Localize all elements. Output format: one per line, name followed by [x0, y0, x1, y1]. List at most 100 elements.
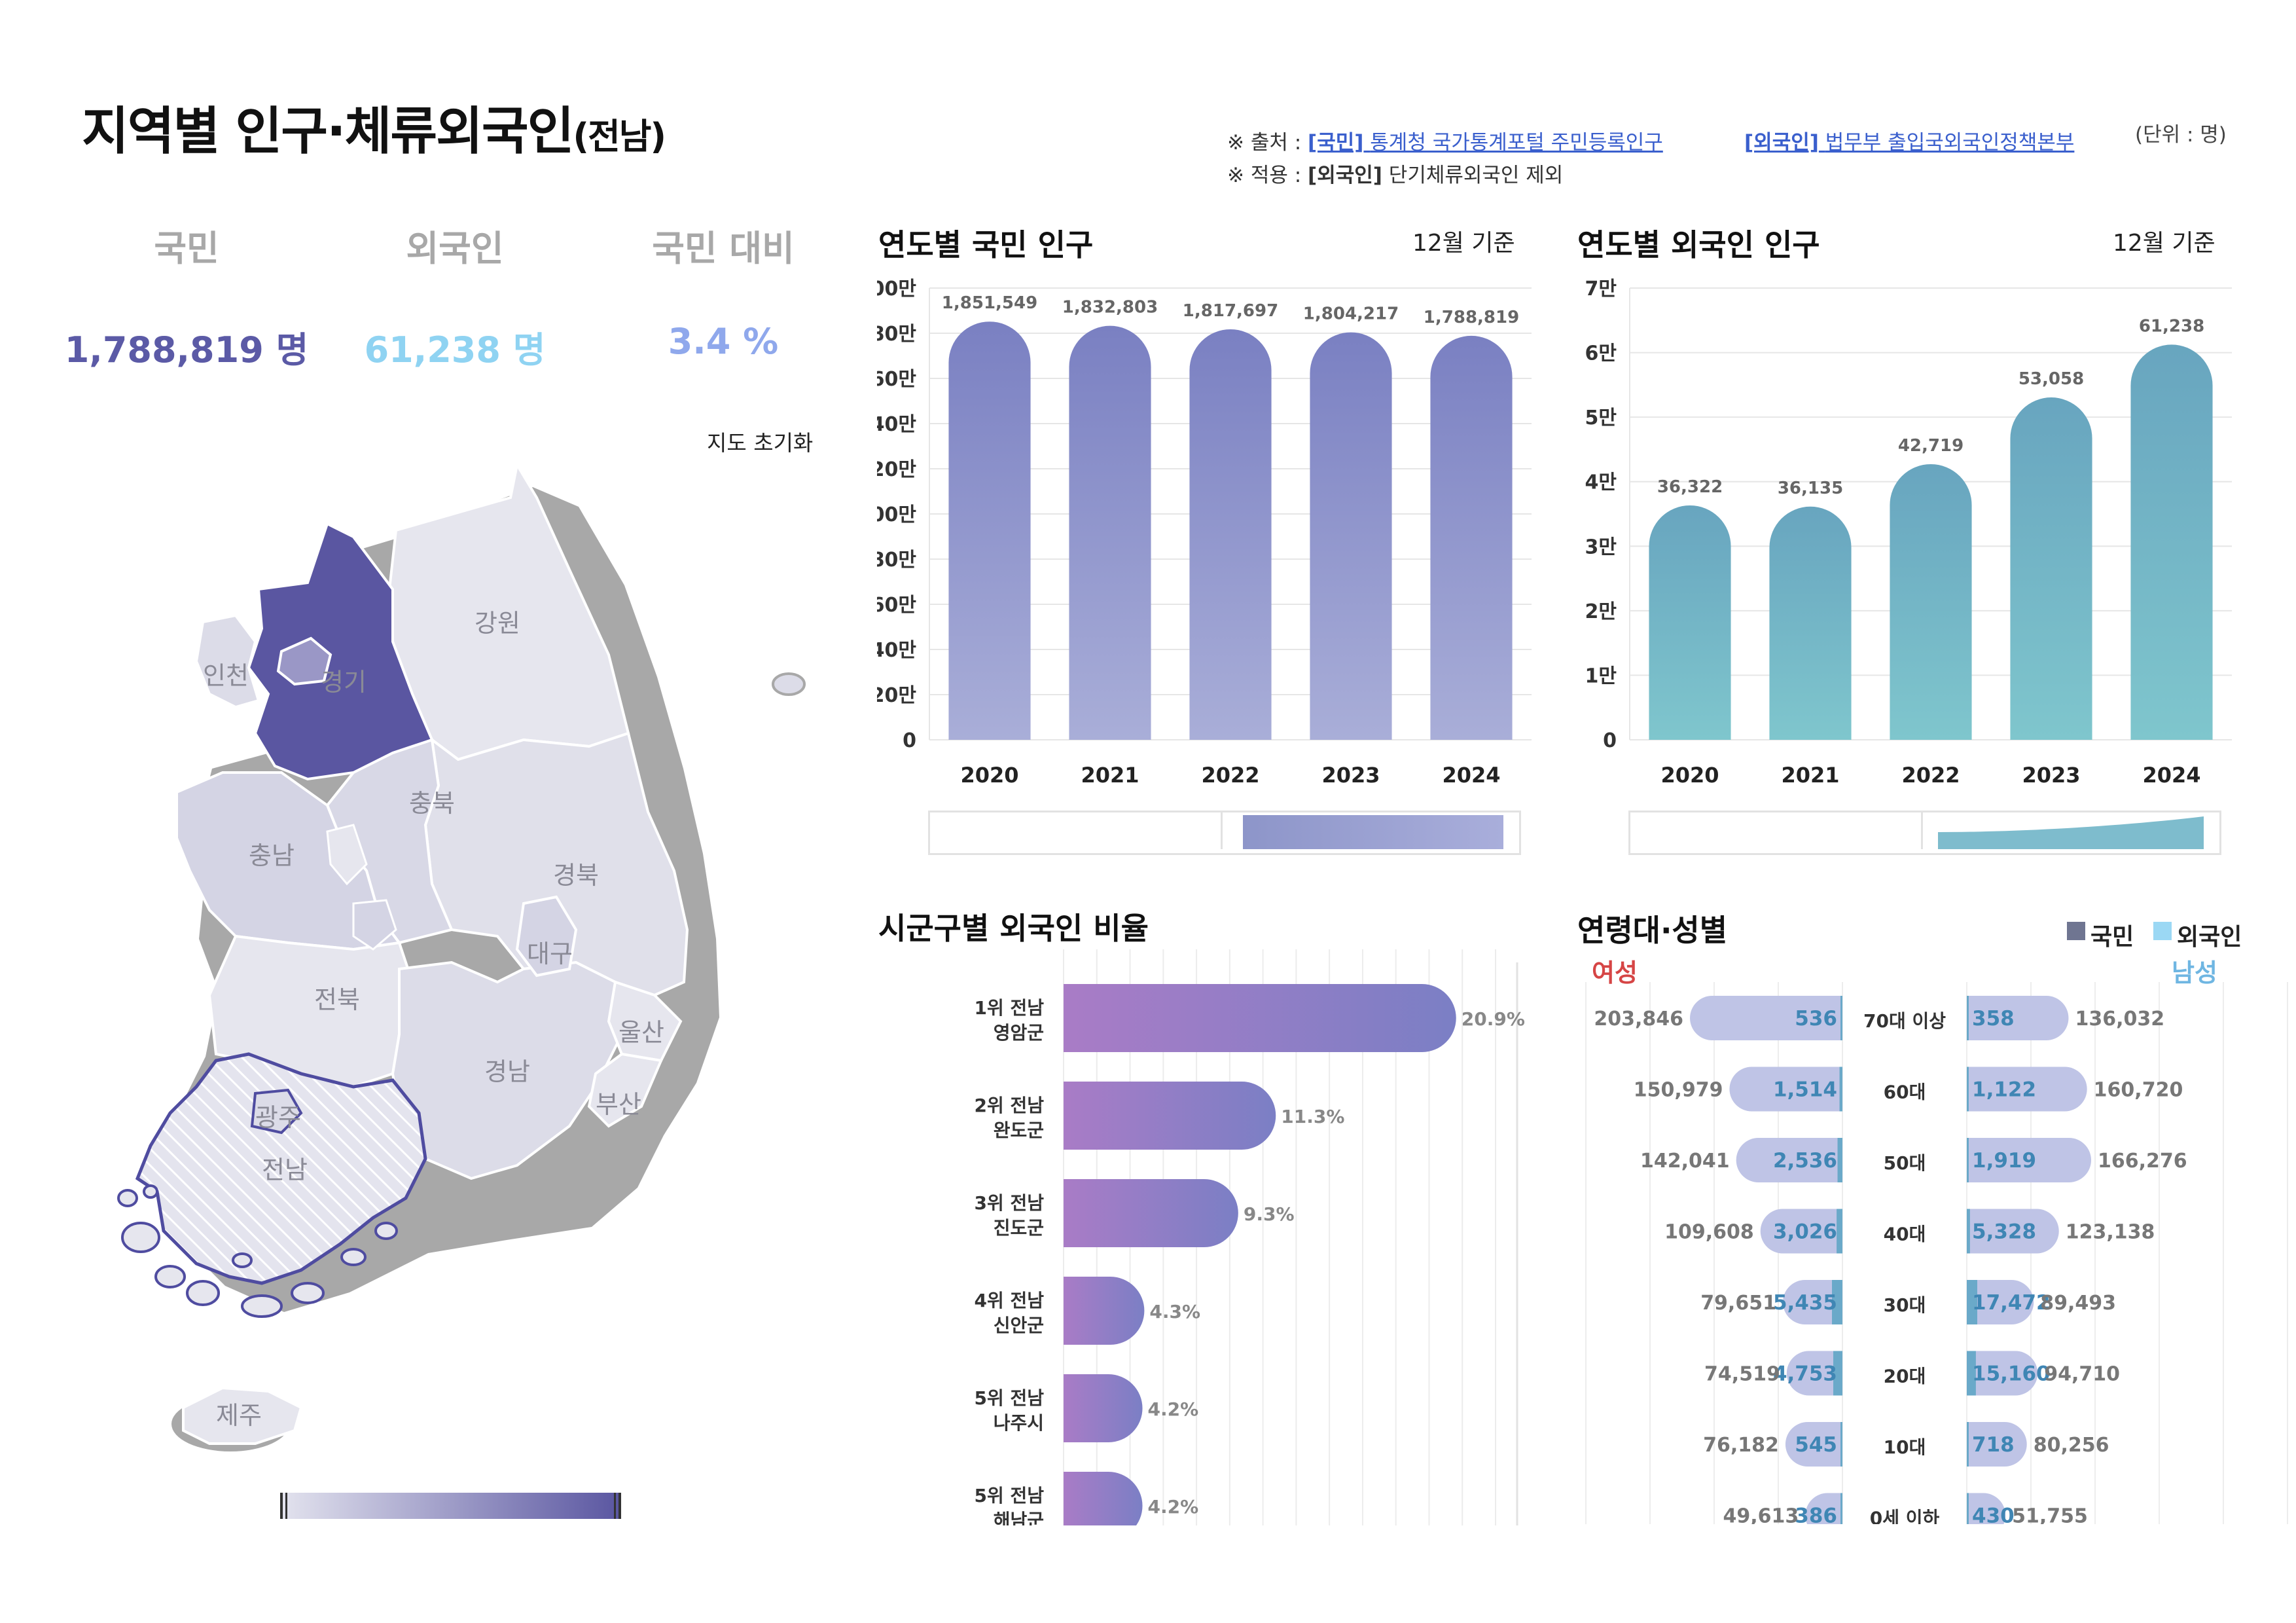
age-male-national-label: 94,710	[2044, 1363, 2120, 1386]
legend-national-swatch	[2067, 922, 2085, 940]
age-male-foreign-bar[interactable]	[1967, 1067, 1969, 1112]
age-female-national-bar[interactable]	[1690, 996, 1842, 1040]
national-chart-range-handle[interactable]	[1243, 815, 1503, 849]
ratio-region-label: 나주시	[994, 1412, 1044, 1434]
age-category-label: 60대	[1884, 1082, 1926, 1103]
label-gyeongbuk: 경북	[553, 861, 599, 890]
age-female-national-bar[interactable]	[1785, 1422, 1842, 1467]
map-reset-button[interactable]: 지도 초기화	[707, 430, 814, 456]
age-male-national-bar[interactable]	[1967, 1138, 2092, 1182]
national-bar[interactable]	[1310, 332, 1392, 740]
kpi-national-value: 1,788,819 명	[64, 329, 309, 371]
region-seoul[interactable]	[276, 636, 332, 686]
region-busan[interactable]	[587, 1052, 663, 1128]
age-female-foreign-label: 536	[1795, 1007, 1837, 1030]
region-gwangju[interactable]	[250, 1088, 303, 1135]
foreign-y-tick: 2만	[1585, 600, 1617, 623]
national-x-tick: 2022	[1201, 763, 1259, 788]
ratio-rank-label: 5위 전남	[974, 1485, 1044, 1506]
age-female-national-bar[interactable]	[1786, 1351, 1842, 1396]
national-bar[interactable]	[1430, 335, 1513, 740]
foreign-bar[interactable]	[1769, 506, 1852, 740]
foreign-chart-range-scroll[interactable]	[1628, 811, 2221, 855]
foreign-chart-range-handle[interactable]	[1630, 812, 2219, 849]
age-male-national-bar[interactable]	[1967, 1493, 2006, 1526]
age-male-national-label: 89,493	[2040, 1292, 2116, 1315]
age-female-foreign-bar[interactable]	[1840, 996, 1842, 1040]
age-male-foreign-bar[interactable]	[1967, 1138, 1969, 1182]
ratio-bar[interactable]	[1064, 1374, 1143, 1442]
age-male-national-label: 166,276	[2098, 1150, 2187, 1173]
label-gyeongnam: 경남	[484, 1057, 530, 1086]
kpi-foreign-value: 61,238 명	[364, 329, 546, 371]
national-chart-range-scroll[interactable]	[928, 811, 1521, 855]
age-male-foreign-bar[interactable]	[1967, 1422, 1969, 1467]
age-male-national-bar[interactable]	[1967, 996, 2069, 1040]
national-x-tick: 2021	[1081, 763, 1139, 788]
national-bar[interactable]	[948, 321, 1031, 740]
national-value-label: 1,817,697	[1183, 301, 1278, 321]
national-bar[interactable]	[1069, 325, 1151, 740]
foreign-y-tick: 0	[1603, 729, 1617, 752]
foreign-bar[interactable]	[2010, 397, 2092, 740]
age-female-national-bar[interactable]	[1760, 1209, 1842, 1254]
region-jeju[interactable]	[182, 1386, 303, 1445]
age-male-national-bar[interactable]	[1967, 1422, 2027, 1467]
ratio-bar[interactable]	[1064, 984, 1456, 1052]
national-y-tick: 20만	[877, 684, 916, 707]
age-female-national-bar[interactable]	[1805, 1493, 1842, 1526]
national-y-tick: 140만	[877, 413, 916, 436]
region-daegu[interactable]	[515, 895, 578, 977]
foreign-chart-basis: 12월 기준	[2113, 230, 2215, 257]
age-female-foreign-label: 4,753	[1773, 1362, 1837, 1386]
age-female-national-bar[interactable]	[1736, 1138, 1842, 1182]
age-male-foreign-label: 15,160	[1972, 1362, 2051, 1386]
national-y-tick: 160만	[877, 368, 916, 391]
national-value-label: 1,851,549	[942, 293, 1037, 313]
region-incheon[interactable]	[194, 613, 260, 709]
ratio-bar[interactable]	[1064, 1082, 1276, 1150]
foreign-bar[interactable]	[2130, 344, 2213, 740]
age-male-foreign-bar[interactable]	[1967, 1351, 1976, 1396]
region-sejong[interactable]	[326, 824, 368, 886]
age-male-foreign-bar[interactable]	[1967, 1280, 1977, 1324]
page-title-main: 지역별 인구·체류외국인	[82, 102, 574, 161]
age-male-foreign-label: 358	[1972, 1007, 2015, 1030]
age-male-national-bar[interactable]	[1967, 1209, 2059, 1254]
national-y-tick: 40만	[877, 639, 916, 662]
age-male-foreign-bar[interactable]	[1967, 996, 1969, 1040]
foreign-value-label: 42,719	[1898, 436, 1964, 456]
age-female-foreign-bar[interactable]	[1840, 1422, 1842, 1467]
age-female-foreign-bar[interactable]	[1837, 1138, 1842, 1182]
ratio-bar[interactable]	[1064, 1472, 1143, 1525]
age-male-national-label: 160,720	[2094, 1079, 2183, 1102]
age-male-national-bar[interactable]	[1967, 1351, 2038, 1396]
national-bar[interactable]	[1189, 329, 1272, 740]
source-foreign-link[interactable]: [외국인] 법무부 출입국외국인정책본부	[1744, 131, 2075, 155]
age-female-foreign-bar[interactable]	[1840, 1493, 1842, 1526]
age-male-foreign-bar[interactable]	[1967, 1493, 1969, 1526]
age-female-national-bar[interactable]	[1782, 1280, 1842, 1324]
ratio-bar[interactable]	[1064, 1179, 1238, 1247]
age-female-foreign-bar[interactable]	[1832, 1280, 1842, 1324]
foreign-x-tick: 2022	[1901, 763, 1960, 788]
foreign-bar[interactable]	[1890, 464, 1972, 740]
page-title-suffix: (전남)	[573, 116, 666, 157]
age-male-foreign-bar[interactable]	[1967, 1209, 1970, 1254]
national-chart-title: 연도별 국민 인구	[878, 227, 1094, 263]
age-female-foreign-bar[interactable]	[1837, 1209, 1842, 1254]
age-female-foreign-bar[interactable]	[1839, 1067, 1842, 1112]
region-jeonnam[interactable]	[135, 1052, 427, 1285]
age-male-national-bar[interactable]	[1967, 1280, 2034, 1324]
foreign-bar[interactable]	[1649, 505, 1731, 740]
ratio-bar[interactable]	[1064, 1277, 1145, 1345]
age-male-foreign-label: 1,122	[1972, 1078, 2036, 1102]
age-category-label: 20대	[1884, 1366, 1926, 1387]
source-national-link[interactable]: [국민] 통계청 국가통계포털 주민등록인구	[1308, 131, 1663, 155]
age-male-national-label: 51,755	[2012, 1505, 2088, 1526]
region-gyeonggi[interactable]	[247, 522, 434, 781]
age-male-national-bar[interactable]	[1967, 1067, 2087, 1112]
age-female-national-bar[interactable]	[1729, 1067, 1842, 1112]
age-female-foreign-bar[interactable]	[1833, 1351, 1842, 1396]
region-daejeon[interactable]	[352, 899, 397, 951]
